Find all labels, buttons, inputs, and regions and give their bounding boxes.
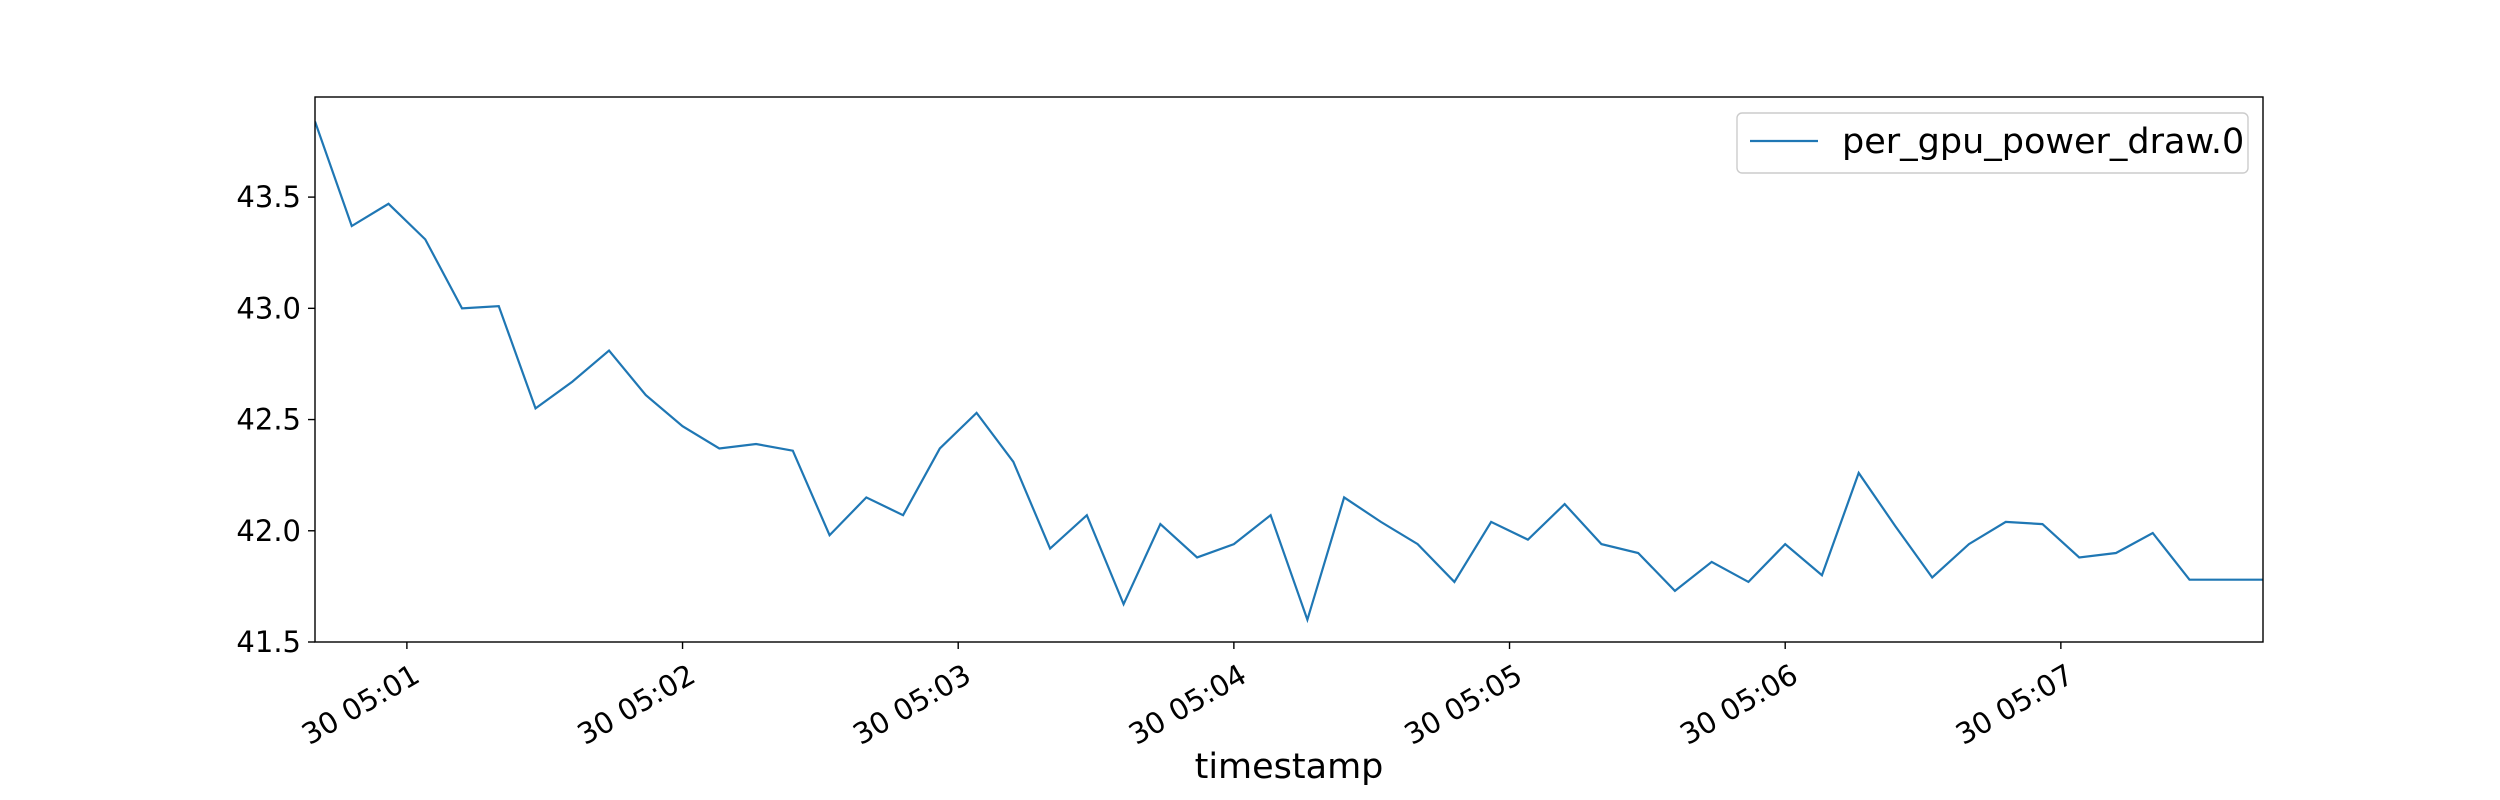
legend: per_gpu_power_draw.0: [1736, 112, 2249, 174]
x-axis: 30 05:01 30 05:02 30 05:03 30 05:04 30 05:05…: [296, 642, 2079, 752]
plot-area: [314, 96, 2264, 643]
plot-frame: [314, 96, 2264, 643]
y-tick-label: 42.5: [236, 403, 301, 437]
x-tick-label: 30 05:04: [1123, 657, 1252, 751]
y-tick-label: 41.5: [236, 625, 301, 659]
x-tick-label: 30 05:02: [572, 657, 701, 751]
x-tick-label: 30 05:07: [1950, 657, 2079, 751]
y-tick-label: 42.0: [236, 514, 301, 548]
x-tick-label: 30 05:03: [847, 657, 976, 751]
x-tick-label: 30 05:06: [1674, 657, 1803, 751]
series-line-per-gpu-power-draw-0: [315, 121, 2263, 624]
y-axis: 41.5 42.0 42.5 43.0 43.5: [236, 180, 315, 659]
legend-label-per-gpu-power-draw-0: per_gpu_power_draw.0: [1842, 122, 2244, 162]
legend-box: [1736, 112, 2249, 174]
x-tick-label: 30 05:05: [1398, 657, 1527, 751]
x-axis-label: timestamp: [1195, 747, 1384, 787]
y-tick-label: 43.0: [236, 291, 301, 325]
y-tick-label: 43.5: [236, 180, 301, 214]
x-tick-label: 30 05:01: [296, 657, 425, 751]
